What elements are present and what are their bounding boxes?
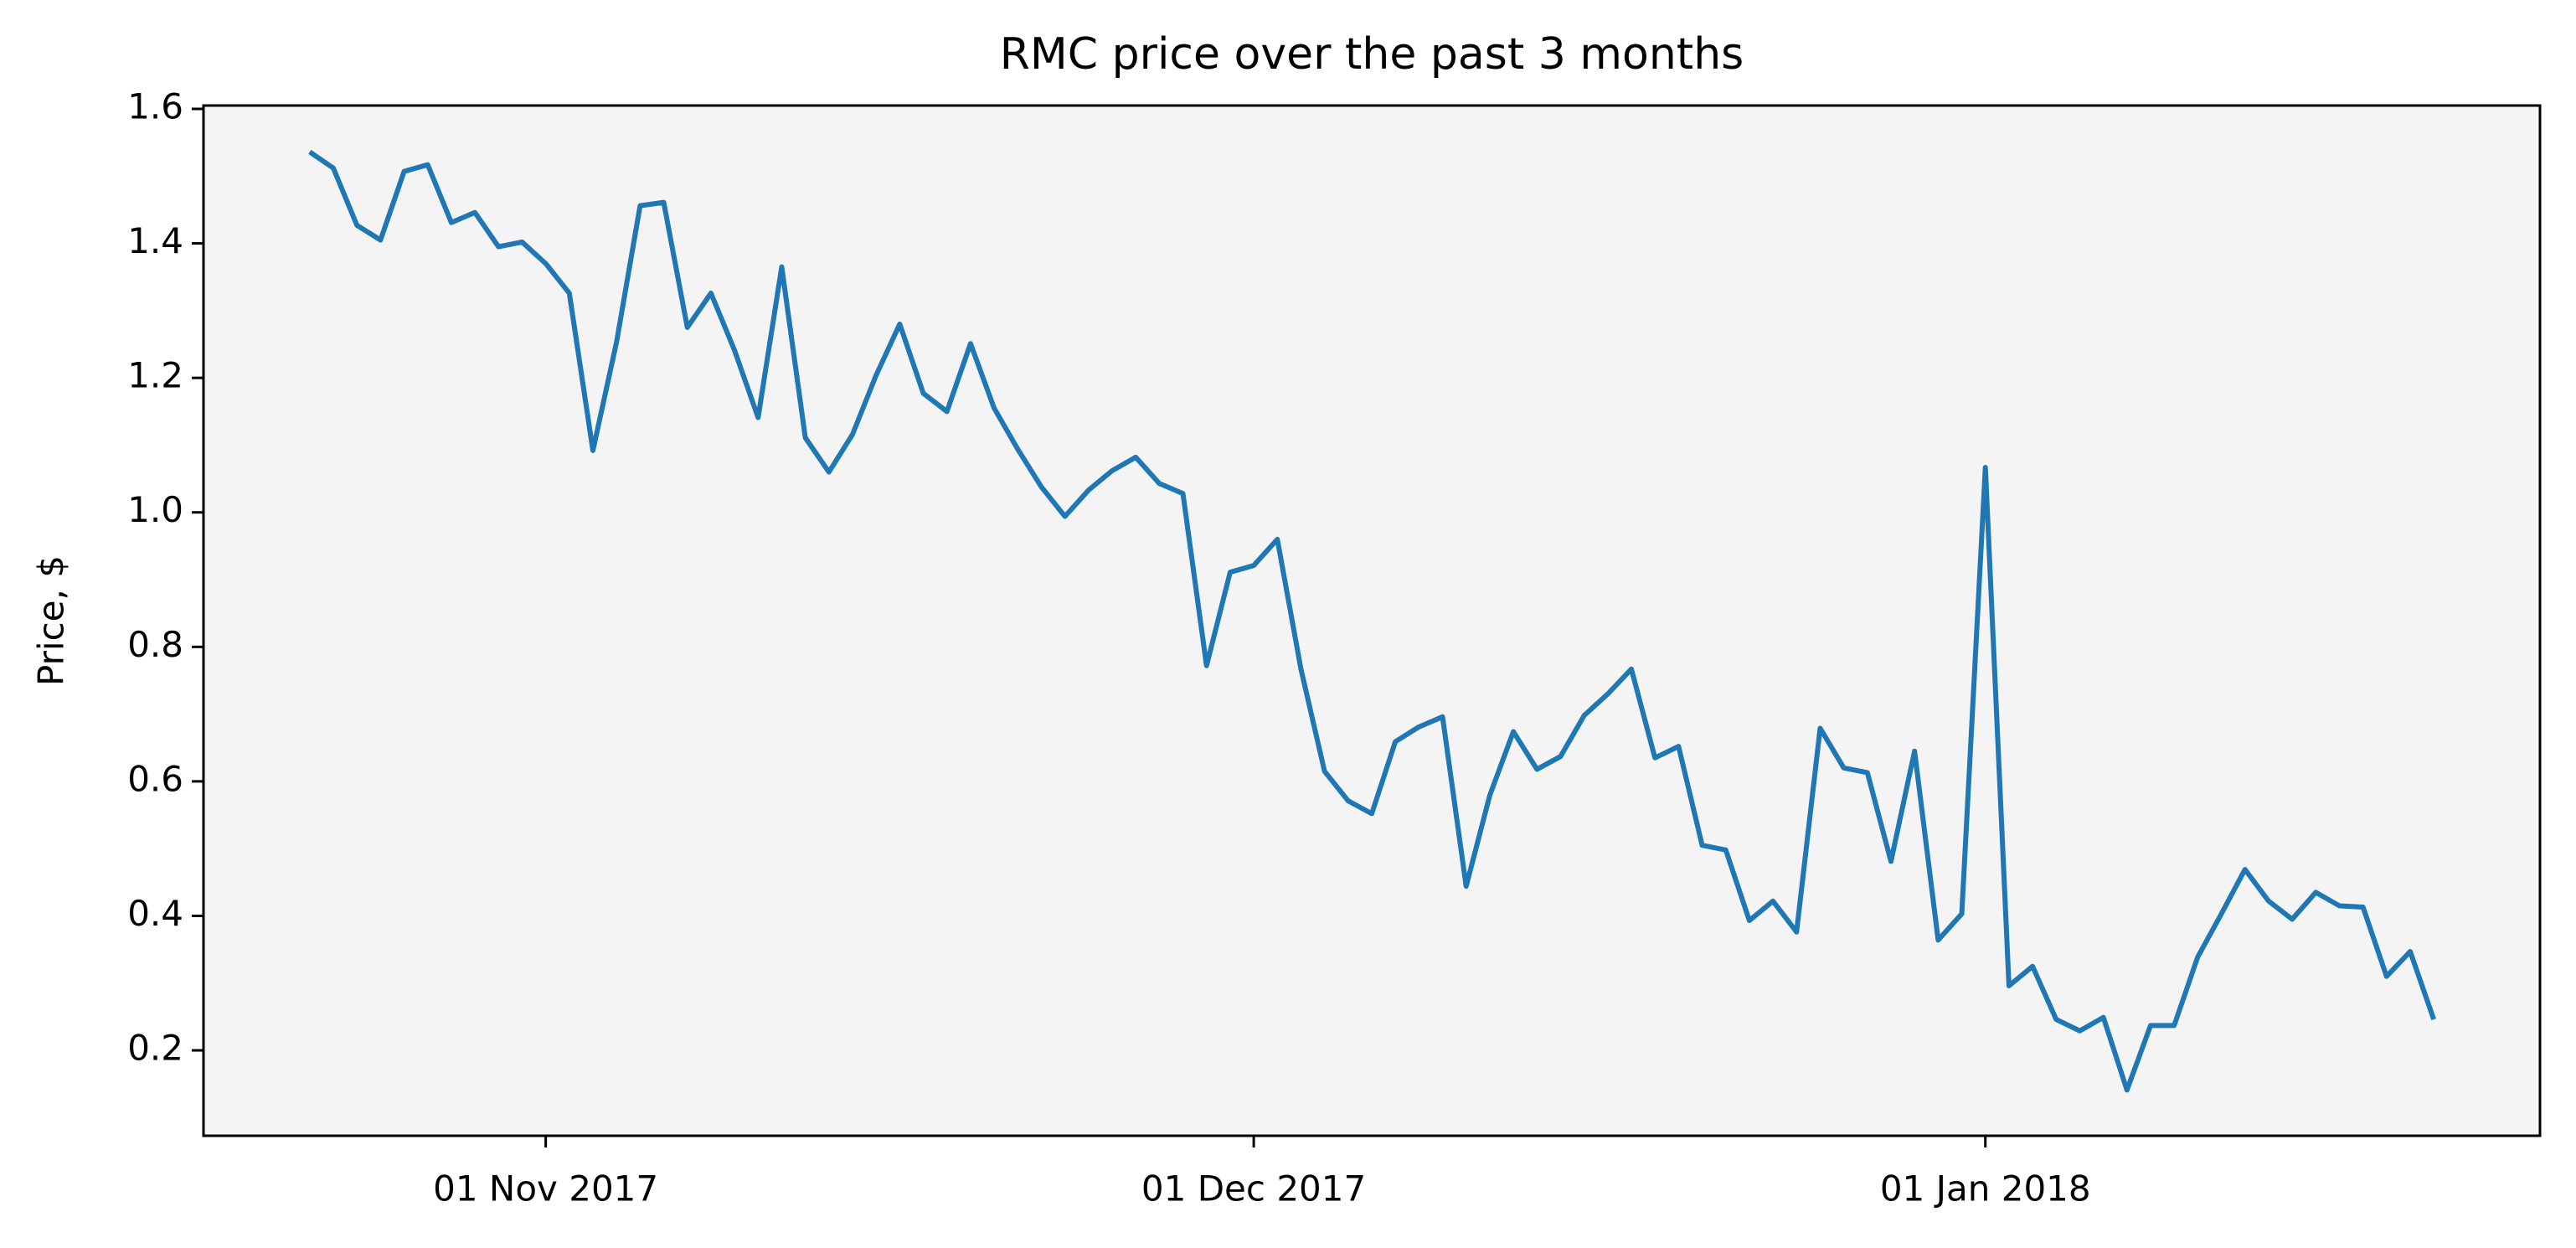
y-tick-label: 1.6: [127, 86, 183, 127]
y-axis-label: Price, $: [31, 555, 72, 686]
y-tick-label: 0.4: [127, 893, 183, 934]
price-line: [308, 149, 2437, 1093]
y-tick-label: 0.2: [127, 1028, 183, 1069]
y-tick-label: 1.0: [127, 489, 183, 530]
chart-title: RMC price over the past 3 months: [1000, 29, 1744, 80]
y-tick-label: 1.4: [127, 220, 183, 261]
y-tick-label: 0.8: [127, 624, 183, 665]
x-tick-label: 01 Jan 2018: [1880, 1168, 2091, 1209]
plot-frame: [202, 104, 2542, 1137]
plot-background: [204, 106, 2540, 1136]
y-tick-label: 0.6: [127, 758, 183, 799]
x-tick-label: 01 Dec 2017: [1141, 1168, 1366, 1209]
y-tick-label: 1.2: [127, 355, 183, 396]
x-tick-label: 01 Nov 2017: [433, 1168, 658, 1209]
